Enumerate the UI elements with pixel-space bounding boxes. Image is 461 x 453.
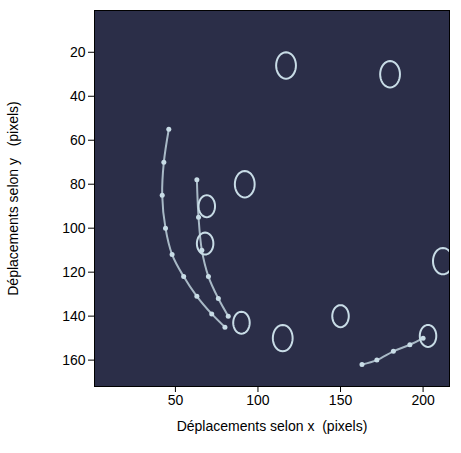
svg-text:140: 140	[62, 308, 86, 324]
svg-text:200: 200	[411, 392, 435, 408]
svg-text:60: 60	[70, 132, 86, 148]
svg-text:Déplacements selon y (pixels: Déplacements selon y (pixels)	[5, 101, 21, 296]
svg-text:100: 100	[246, 392, 270, 408]
svg-text:40: 40	[70, 88, 86, 104]
svg-text:80: 80	[70, 176, 86, 192]
svg-text:160: 160	[62, 352, 86, 368]
svg-text:20: 20	[70, 44, 86, 60]
svg-text:120: 120	[62, 264, 86, 280]
svg-text:150: 150	[329, 392, 353, 408]
svg-text:50: 50	[168, 392, 184, 408]
svg-text:100: 100	[62, 220, 86, 236]
svg-text:Déplacements selon x (pixels): Déplacements selon x (pixels)	[177, 418, 368, 434]
